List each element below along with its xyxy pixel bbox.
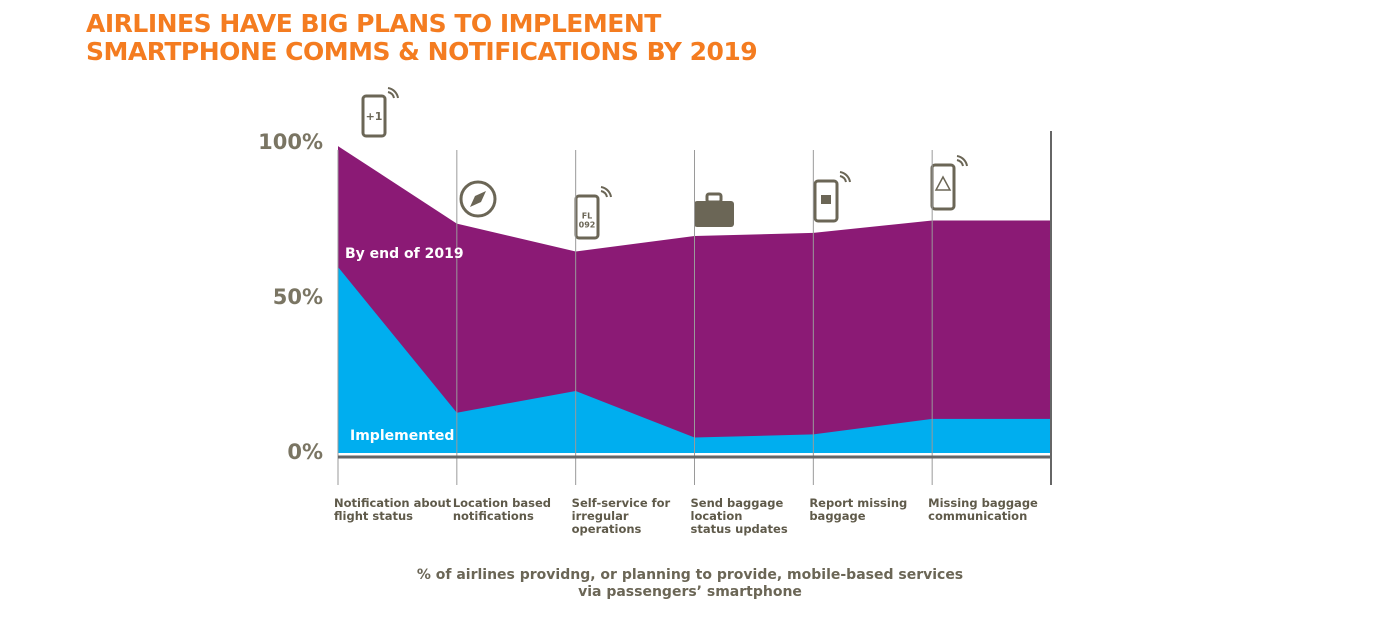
x-tick-label: Notification about flight status xyxy=(334,496,452,523)
signal-icon xyxy=(387,87,399,99)
y-tick-label: 100% xyxy=(258,130,323,154)
series-label: By end of 2019 xyxy=(345,246,464,262)
y-tick-label: 0% xyxy=(287,440,323,464)
icon-glyph: FL xyxy=(582,212,593,221)
area-extension xyxy=(931,418,1051,453)
luggage-icon xyxy=(694,201,734,227)
icon-glyph: 092 xyxy=(579,221,596,230)
area xyxy=(338,267,933,453)
phone-icon xyxy=(813,179,839,223)
x-tick-label: Missing baggage communication xyxy=(928,496,1038,523)
phone-icon xyxy=(930,163,956,211)
series-label: Implemented xyxy=(350,428,454,444)
signal-icon xyxy=(839,171,851,183)
icon-glyph xyxy=(821,195,831,204)
icons: +1 FL 092 xyxy=(361,87,968,240)
chart-subtitle: % of airlines providng, or planning to p… xyxy=(416,567,964,600)
compass-needle xyxy=(470,191,486,207)
y-tick-label: 50% xyxy=(273,285,323,309)
signal-icon xyxy=(600,186,612,198)
icon-glyph: +1 xyxy=(366,110,383,123)
phone-icon xyxy=(361,94,387,138)
x-tick-label: Send baggage location status updates xyxy=(690,496,788,536)
chart-title: AIRLINES HAVE BIG PLANS TO IMPLEMENT SMA… xyxy=(86,9,758,66)
area-layer xyxy=(338,146,1051,453)
compass-icon xyxy=(459,180,497,218)
area xyxy=(338,146,933,453)
x-tick-label: Self-service for irregular operations xyxy=(571,496,671,536)
signal-icon xyxy=(956,155,968,167)
luggage-handle xyxy=(705,192,723,204)
x-tick-label: Report missing baggage xyxy=(809,496,908,523)
warning-icon xyxy=(934,175,952,191)
area-extension xyxy=(931,220,1051,453)
x-tick-label: Location based notifications xyxy=(452,496,552,523)
